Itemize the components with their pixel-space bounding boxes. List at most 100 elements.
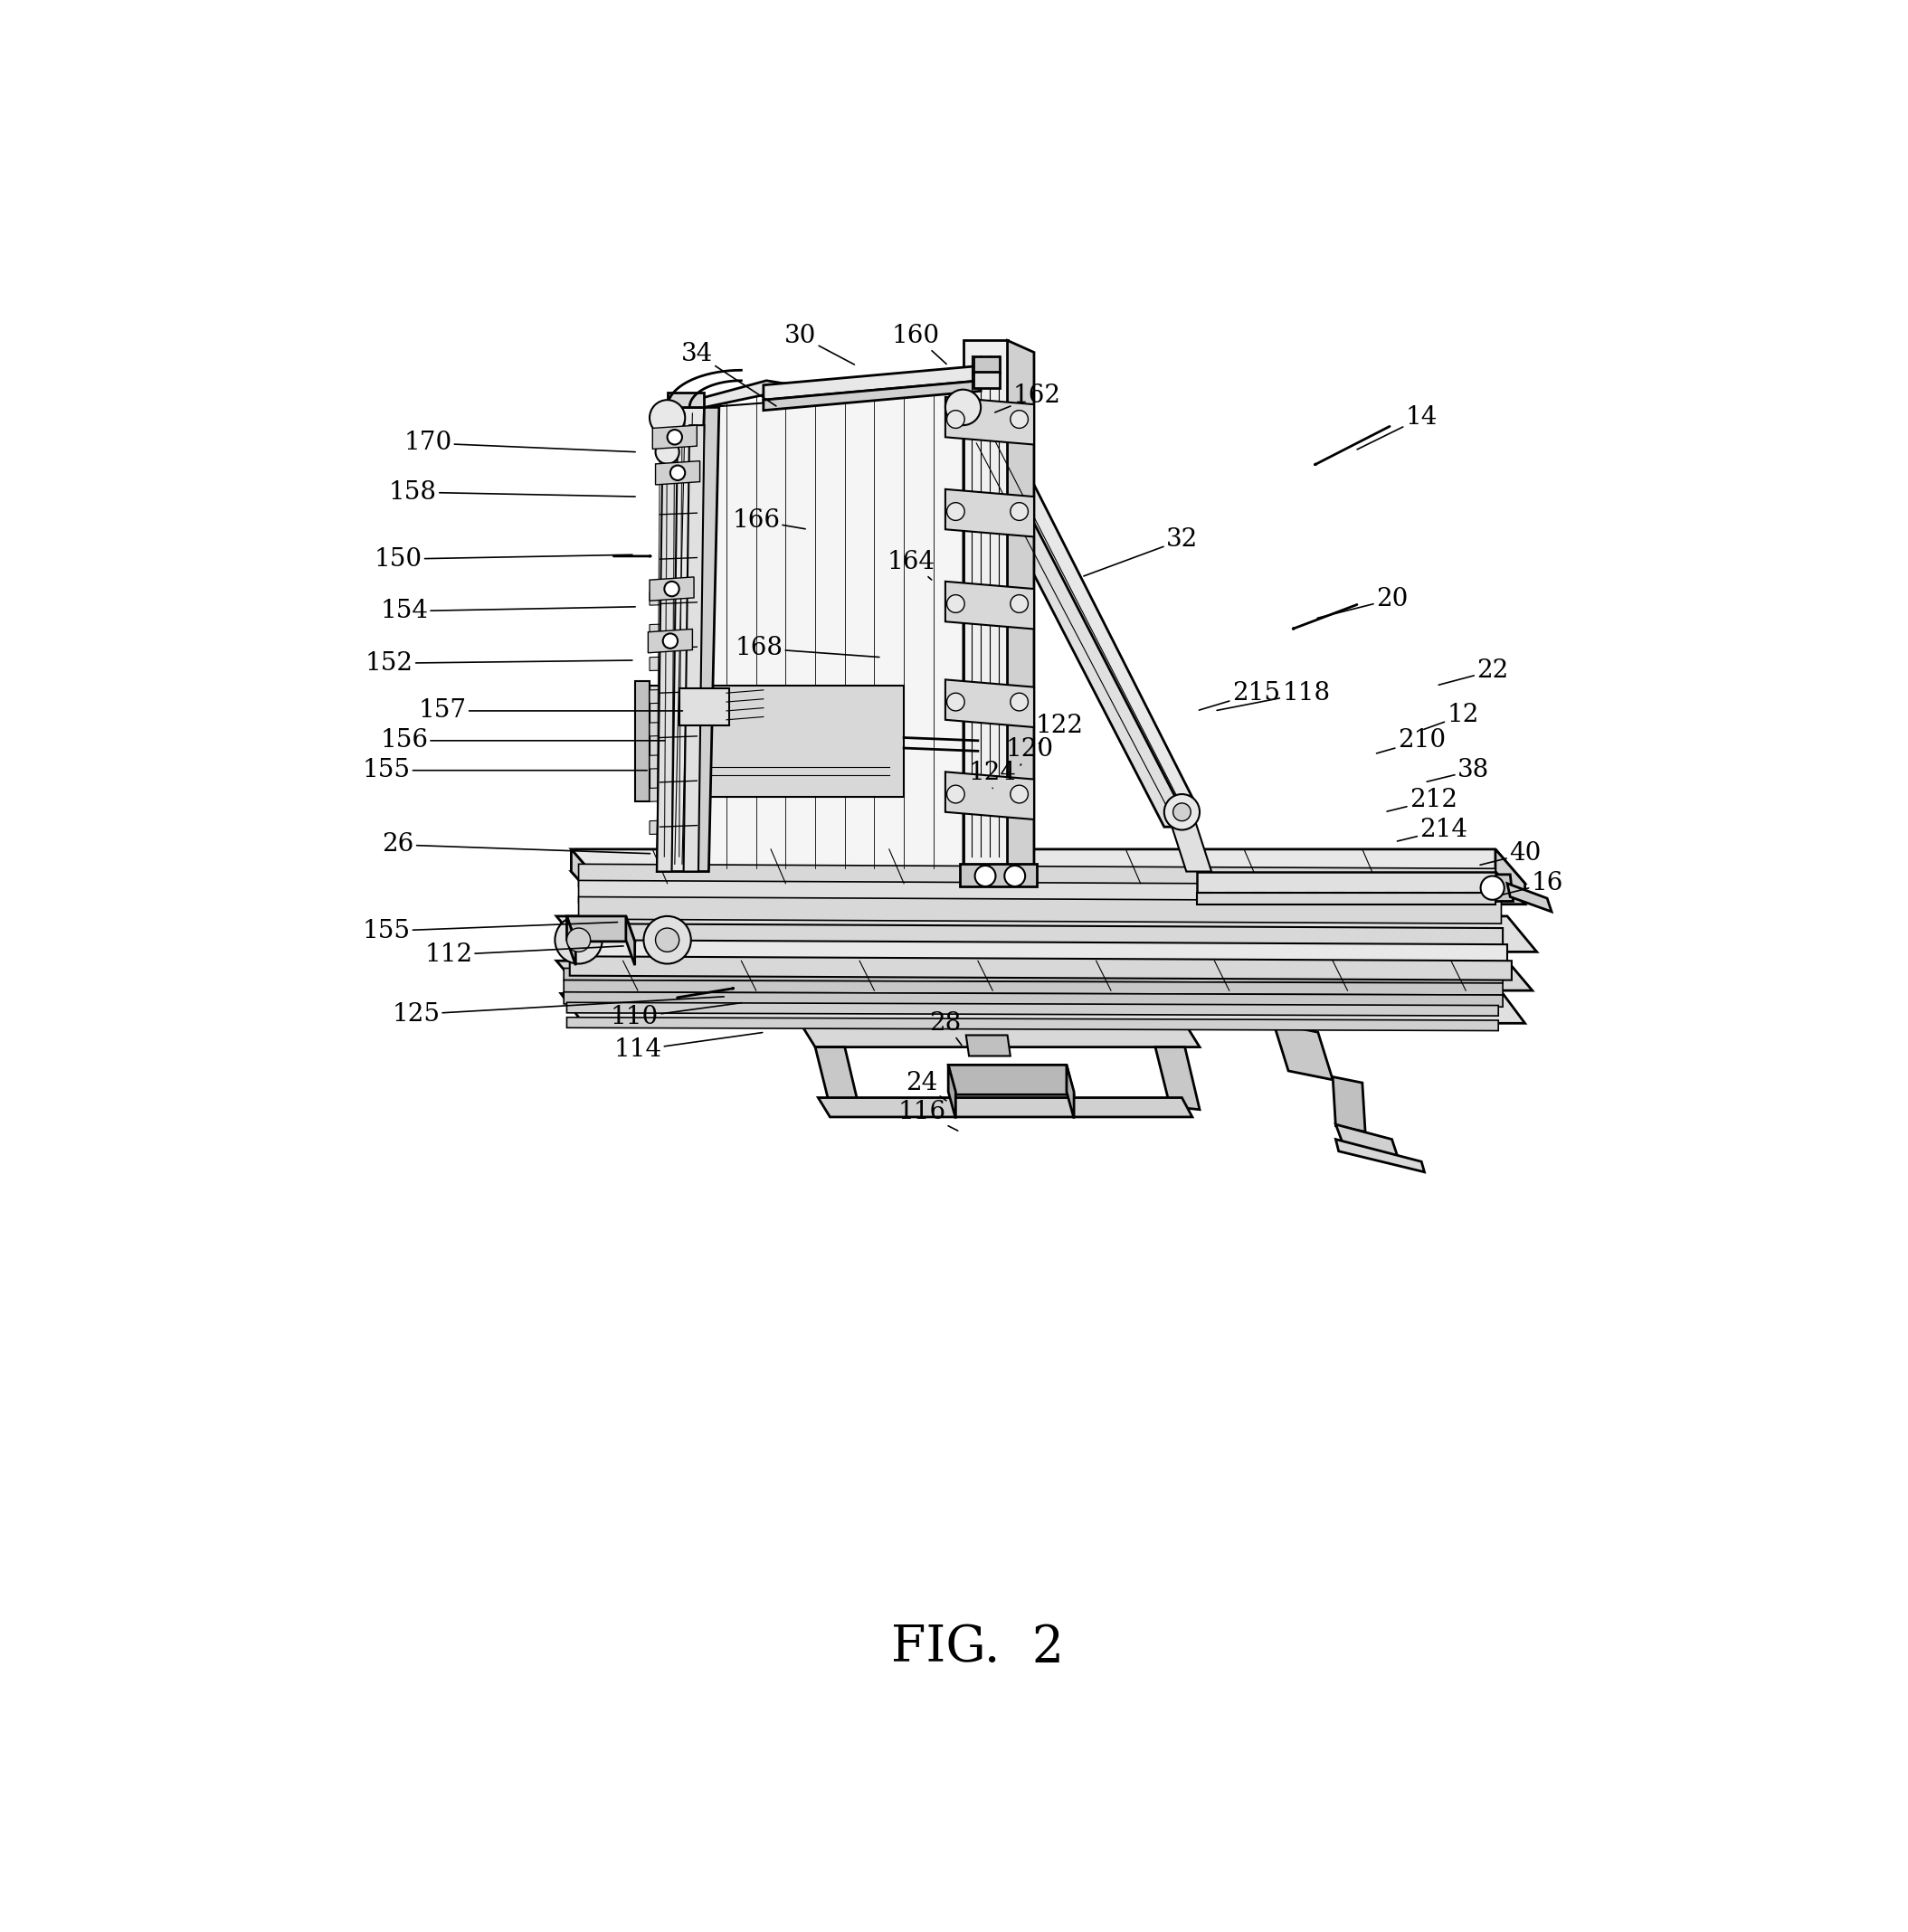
Polygon shape xyxy=(656,408,704,871)
Text: 158: 158 xyxy=(389,479,635,504)
Circle shape xyxy=(1011,784,1028,804)
Polygon shape xyxy=(944,489,1034,537)
Polygon shape xyxy=(973,357,1000,373)
Text: 34: 34 xyxy=(681,342,777,406)
Text: 164: 164 xyxy=(887,551,935,580)
Polygon shape xyxy=(565,980,1504,995)
Text: 156: 156 xyxy=(380,728,664,753)
Polygon shape xyxy=(1332,1076,1366,1132)
Polygon shape xyxy=(1168,811,1212,871)
Circle shape xyxy=(946,502,965,520)
Polygon shape xyxy=(679,688,729,726)
Text: 124: 124 xyxy=(969,761,1017,788)
Polygon shape xyxy=(649,819,696,835)
Polygon shape xyxy=(567,1018,1498,1030)
Polygon shape xyxy=(656,462,700,485)
Text: 14: 14 xyxy=(1357,406,1437,450)
Polygon shape xyxy=(561,993,1524,1024)
Polygon shape xyxy=(801,1024,1200,1047)
Text: 20: 20 xyxy=(1317,587,1408,618)
Polygon shape xyxy=(565,991,1504,1007)
Polygon shape xyxy=(819,1097,1192,1117)
Text: 16: 16 xyxy=(1502,871,1563,896)
Polygon shape xyxy=(649,786,696,802)
Circle shape xyxy=(643,916,691,964)
Polygon shape xyxy=(649,624,696,638)
Polygon shape xyxy=(948,1065,1074,1095)
Polygon shape xyxy=(649,591,696,605)
Text: 152: 152 xyxy=(364,651,632,676)
Polygon shape xyxy=(557,960,1532,991)
Polygon shape xyxy=(815,1047,859,1109)
Text: 122: 122 xyxy=(1036,713,1084,744)
Text: 154: 154 xyxy=(380,599,635,624)
Circle shape xyxy=(1004,866,1025,887)
Polygon shape xyxy=(649,630,693,653)
Text: 114: 114 xyxy=(614,1032,763,1063)
Polygon shape xyxy=(570,850,601,904)
Text: 166: 166 xyxy=(733,508,805,533)
Text: 26: 26 xyxy=(382,833,651,858)
Polygon shape xyxy=(1196,893,1496,904)
Circle shape xyxy=(1481,875,1504,900)
Polygon shape xyxy=(965,1036,1011,1057)
Polygon shape xyxy=(565,941,1507,964)
Polygon shape xyxy=(668,392,704,408)
Text: 212: 212 xyxy=(1387,788,1458,811)
Polygon shape xyxy=(649,721,696,736)
Polygon shape xyxy=(557,916,1536,952)
Polygon shape xyxy=(565,968,1504,983)
Circle shape xyxy=(656,927,679,952)
Polygon shape xyxy=(1336,1124,1399,1161)
Polygon shape xyxy=(964,404,1196,806)
Polygon shape xyxy=(653,425,696,448)
Text: 118: 118 xyxy=(1217,680,1330,711)
Polygon shape xyxy=(567,1003,1498,1016)
Polygon shape xyxy=(578,864,1496,891)
Text: 116: 116 xyxy=(897,1101,958,1130)
Polygon shape xyxy=(944,680,1034,726)
Circle shape xyxy=(670,466,685,481)
Polygon shape xyxy=(656,425,677,871)
Text: 38: 38 xyxy=(1427,757,1488,782)
Polygon shape xyxy=(567,916,635,941)
Text: 168: 168 xyxy=(735,636,880,661)
Polygon shape xyxy=(1196,871,1496,893)
Polygon shape xyxy=(570,871,1524,904)
Polygon shape xyxy=(1496,850,1524,904)
Polygon shape xyxy=(668,381,803,408)
Polygon shape xyxy=(1507,883,1551,912)
Polygon shape xyxy=(635,682,649,802)
Circle shape xyxy=(664,582,679,597)
Polygon shape xyxy=(944,773,1034,819)
Polygon shape xyxy=(964,437,1191,827)
Polygon shape xyxy=(1067,1065,1074,1119)
Circle shape xyxy=(944,390,981,425)
Circle shape xyxy=(1173,804,1191,821)
Text: 32: 32 xyxy=(1084,527,1198,576)
Polygon shape xyxy=(561,923,1504,947)
Circle shape xyxy=(555,916,603,964)
Polygon shape xyxy=(1156,1047,1200,1109)
Polygon shape xyxy=(649,688,696,703)
Circle shape xyxy=(668,429,683,444)
Polygon shape xyxy=(695,408,719,871)
Text: 150: 150 xyxy=(374,547,632,572)
Text: 30: 30 xyxy=(784,325,855,365)
Circle shape xyxy=(1164,794,1200,831)
Polygon shape xyxy=(973,371,1000,388)
Polygon shape xyxy=(1275,1024,1332,1080)
Circle shape xyxy=(946,595,965,612)
Polygon shape xyxy=(1336,1140,1425,1173)
Text: 210: 210 xyxy=(1376,728,1446,753)
Text: 157: 157 xyxy=(418,699,683,723)
Polygon shape xyxy=(578,881,1498,908)
Text: 170: 170 xyxy=(404,431,635,456)
Circle shape xyxy=(946,694,965,711)
Polygon shape xyxy=(683,425,704,871)
Text: 112: 112 xyxy=(424,943,624,968)
Polygon shape xyxy=(960,864,1038,887)
Circle shape xyxy=(1011,694,1028,711)
Text: 125: 125 xyxy=(391,997,723,1026)
Circle shape xyxy=(975,866,996,887)
